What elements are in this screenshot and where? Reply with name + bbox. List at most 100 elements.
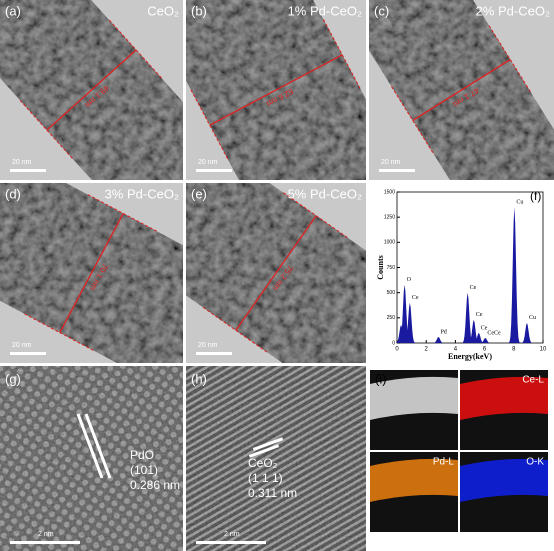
peak-label: CeCe xyxy=(487,330,501,336)
peak-label: Cu xyxy=(516,199,523,205)
spectrum-peak xyxy=(478,337,492,343)
y-tick-label: 750 xyxy=(387,265,396,271)
panel-title: 1% Pd-CeO₂ xyxy=(288,3,362,18)
y-tick-label: 1000 xyxy=(384,240,395,246)
map-label: Pd-L xyxy=(433,457,455,468)
lattice-label: 0.286 nm xyxy=(130,478,180,492)
panel-title: 5% Pd-CeO₂ xyxy=(288,186,362,201)
panel-title: 3% Pd-CeO₂ xyxy=(105,186,179,201)
panel-label: (e) xyxy=(191,186,207,201)
edge-line xyxy=(24,313,96,352)
scale-bar xyxy=(10,169,46,172)
scale-bar xyxy=(196,541,266,544)
scale-label: 2 nm xyxy=(224,531,240,538)
hrtem-panel: CeO₂(1 1 1)0.311 nm (h) 2 nm xyxy=(186,366,366,551)
spectrum-peak xyxy=(472,332,486,343)
spectrum-peak xyxy=(467,319,481,343)
peak-label: Ce xyxy=(470,285,477,291)
measure-line xyxy=(46,49,137,131)
x-tick-label: 4 xyxy=(454,347,458,353)
nanorod: 49.1 nm xyxy=(0,0,183,180)
x-tick-label: 2 xyxy=(425,347,429,353)
panel-label: (a) xyxy=(5,3,21,18)
spectrum-peak xyxy=(403,302,417,343)
panel-title: CeO₂ xyxy=(147,3,179,18)
measure-line xyxy=(412,58,511,122)
y-tick-label: 1250 xyxy=(384,214,395,220)
lattice-marker xyxy=(248,444,280,458)
edge-line xyxy=(283,192,350,240)
panel-label: (c) xyxy=(374,3,389,18)
peak-label: Ce xyxy=(481,325,488,331)
scale-label: 20 nm xyxy=(198,342,218,349)
measure-line xyxy=(235,215,317,331)
nanorod: 75.2 nm xyxy=(186,183,366,363)
measure-line xyxy=(209,54,343,126)
spectrum-peak xyxy=(432,336,445,343)
hrtem-panel: PdO(101)0.286 nm (g) 2 nm xyxy=(0,366,183,551)
lattice-label: 0.311 nm xyxy=(248,486,297,500)
tem-panel: 62.6 nm(b) 1% Pd-CeO₂ 20 nm xyxy=(186,0,366,180)
x-axis-title: Energy(keV) xyxy=(448,352,492,361)
scale-bar xyxy=(196,352,232,355)
lattice-label: (1 1 1) xyxy=(248,471,283,485)
spectrum-peak xyxy=(398,284,411,343)
lattice-label: (101) xyxy=(130,463,158,477)
nanorod: 62.6 nm xyxy=(186,0,366,180)
lattice-label: PdO xyxy=(130,448,154,462)
y-tick-label: 250 xyxy=(387,315,396,321)
map-band xyxy=(370,458,458,502)
peak-label: Pd xyxy=(440,329,446,335)
edge-line xyxy=(391,86,435,155)
scale-bar xyxy=(10,352,46,355)
x-tick-label: 6 xyxy=(483,347,487,353)
x-tick-label: 0 xyxy=(395,347,399,353)
peak-label: Ce xyxy=(412,295,419,301)
peak-label: Ce xyxy=(476,312,483,318)
panel-label: (i) xyxy=(375,371,387,386)
spectrum-peak xyxy=(520,322,534,343)
edge-line xyxy=(202,306,269,354)
scale-label: 20 nm xyxy=(12,342,32,349)
nanorod: 47.1 nm xyxy=(369,0,554,180)
panel-label: (d) xyxy=(5,186,21,201)
lattice-marker xyxy=(84,413,112,479)
map-label: Ce-L xyxy=(522,375,544,386)
map-label: O-K xyxy=(526,457,544,468)
scale-label: 20 nm xyxy=(198,159,218,166)
lattice-marker xyxy=(76,413,104,479)
map-band xyxy=(460,458,548,502)
panel-label: (f) xyxy=(530,189,541,203)
panel-title: 2% Pd-CeO₂ xyxy=(476,3,550,18)
tem-panel: 75.2 nm(e) 5% Pd-CeO₂ 20 nm xyxy=(186,183,366,363)
map-band xyxy=(460,376,548,420)
tem-panel: 47.1 nm(c) 2% Pd-CeO₂ 20 nm xyxy=(369,0,554,180)
lattice-noise xyxy=(186,366,366,551)
scale-bar xyxy=(10,541,80,544)
spectrum-peak xyxy=(507,207,521,343)
scale-label: 20 nm xyxy=(12,159,32,166)
lattice-noise xyxy=(0,366,183,551)
peak-label: O xyxy=(407,277,412,283)
spectrum-peak xyxy=(394,324,408,343)
lattice-marker xyxy=(252,437,284,451)
spectrum-peak xyxy=(461,292,475,343)
y-tick-label: 0 xyxy=(392,340,395,346)
panel-label: (h) xyxy=(191,371,207,386)
lattice-label: CeO₂ xyxy=(248,456,278,470)
x-tick-label: 8 xyxy=(512,347,516,353)
edge-line xyxy=(19,100,75,161)
scale-label: 2 nm xyxy=(38,531,54,538)
scale-bar xyxy=(196,169,232,172)
scale-label: 20 nm xyxy=(381,159,401,166)
tem-panel: 49.1 nm(a) CeO₂ 20 nm xyxy=(0,0,183,180)
y-axis-title: Counts xyxy=(376,255,385,279)
map-band xyxy=(370,376,458,420)
measure-line xyxy=(59,213,124,333)
peak-label: Cu xyxy=(529,315,536,321)
panel-label: (b) xyxy=(191,3,207,18)
x-tick-label: 10 xyxy=(540,347,547,353)
panel-label: (g) xyxy=(5,371,21,386)
